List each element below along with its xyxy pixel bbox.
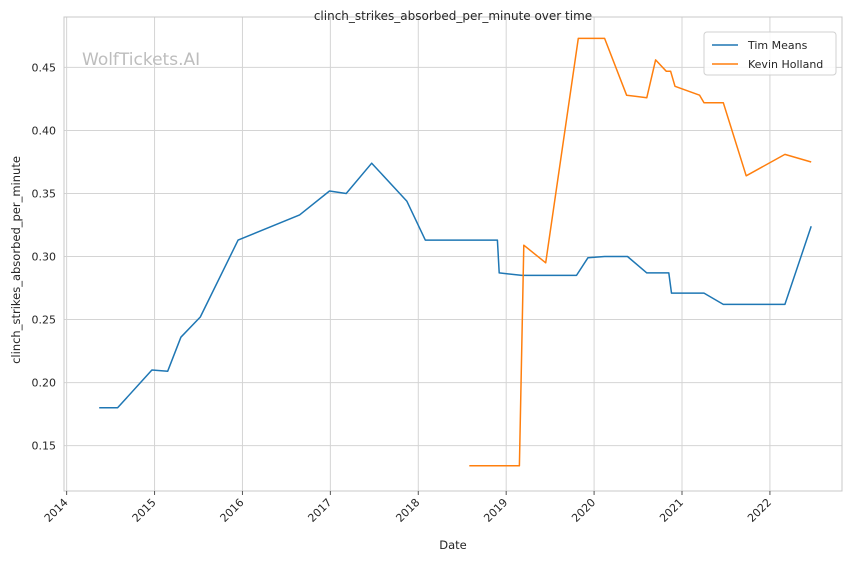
x-tick-label: 2018 <box>393 496 422 525</box>
x-tick-label: 2019 <box>481 496 510 525</box>
y-tick-label: 0.35 <box>32 187 57 200</box>
y-tick-label: 0.45 <box>32 61 57 74</box>
x-tick-label: 2021 <box>657 496 686 525</box>
series-lines <box>99 37 812 467</box>
x-axis-label: Date <box>439 538 467 552</box>
y-tick-label: 0.20 <box>32 377 57 390</box>
series-line-kevin-holland <box>469 37 812 467</box>
watermark-text: WolfTickets.AI <box>82 50 200 70</box>
x-tick-label: 2022 <box>745 496 774 525</box>
x-tick-label: 2014 <box>42 496 71 525</box>
y-tick-label: 0.25 <box>32 314 57 327</box>
x-tick-label: 2020 <box>569 496 598 525</box>
y-tick-label: 0.30 <box>32 251 57 264</box>
chart-title: clinch_strikes_absorbed_per_minute over … <box>314 9 592 23</box>
y-tick-label: 0.40 <box>32 124 57 137</box>
legend-label-kevin-holland: Kevin Holland <box>748 58 823 71</box>
series-line-tim-means <box>99 162 812 409</box>
x-tick-label: 2016 <box>218 496 247 525</box>
legend-label-tim-means: Tim Means <box>747 39 808 52</box>
x-tick-label: 2015 <box>130 496 159 525</box>
grid <box>64 17 842 491</box>
y-tick-label: 0.15 <box>32 440 57 453</box>
legend: Tim Means Kevin Holland <box>703 31 837 76</box>
x-tick-label: 2017 <box>305 496 334 525</box>
y-axis-label: clinch_strikes_absorbed_per_minute <box>9 156 23 364</box>
plot-area-frame <box>63 16 843 492</box>
